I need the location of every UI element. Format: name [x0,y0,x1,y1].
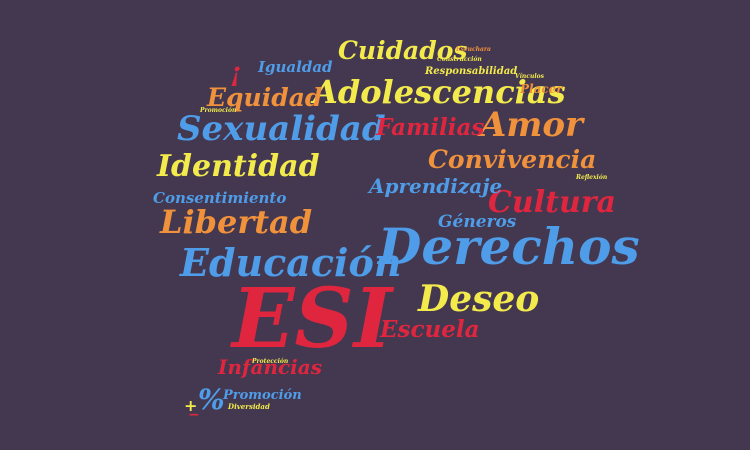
word-derechos: Derechos [378,217,640,276]
word-escuela: Escuela [380,316,480,343]
word-construccion: Construcción [437,56,482,63]
word-consentimiento: Consentimiento [153,189,287,207]
word-vinculos: Vínculos [515,73,544,80]
word-educacion: Educación [180,240,402,285]
word-generos: Géneros [438,212,517,232]
word-familias: Familias [376,114,485,141]
word-igualdad: Igualdad [258,58,333,76]
word-cuidados: Cuidados [338,36,468,65]
word-plus: + [184,396,198,415]
word-equidad: Equidad [207,83,323,112]
word-aprendizaje: Aprendizaje [369,174,503,198]
word-minus: − [188,407,200,423]
word-placer: Placer [520,82,563,96]
word-reflexion: Reflexión [576,174,608,181]
word-exclamation: ¡ [230,58,242,88]
word-sexualidad: Sexualidad [177,109,386,149]
word-promocion-large: Promoción [223,388,302,403]
word-percent: % [198,383,225,416]
word-cultura: Cultura [488,185,616,220]
word-convivencia: Convivencia [428,145,597,174]
word-identidad: Identidad [157,149,320,184]
word-esi: ESI [232,271,393,367]
word-proteccion: Protección [252,358,289,365]
word-diversidad: Diversidad [228,402,270,411]
word-responsabilidad: Responsabilidad [425,66,518,77]
word-deseo: Deseo [418,278,540,320]
word-amor: Amor [480,105,583,145]
word-promocion-small: Promoción [200,107,237,114]
word-libertad: Libertad [160,203,313,241]
word-adolescencias: Adolescencias [313,73,566,111]
word-infancias: Infancias [218,355,322,379]
word-escuchara: Escuchara [456,46,491,53]
